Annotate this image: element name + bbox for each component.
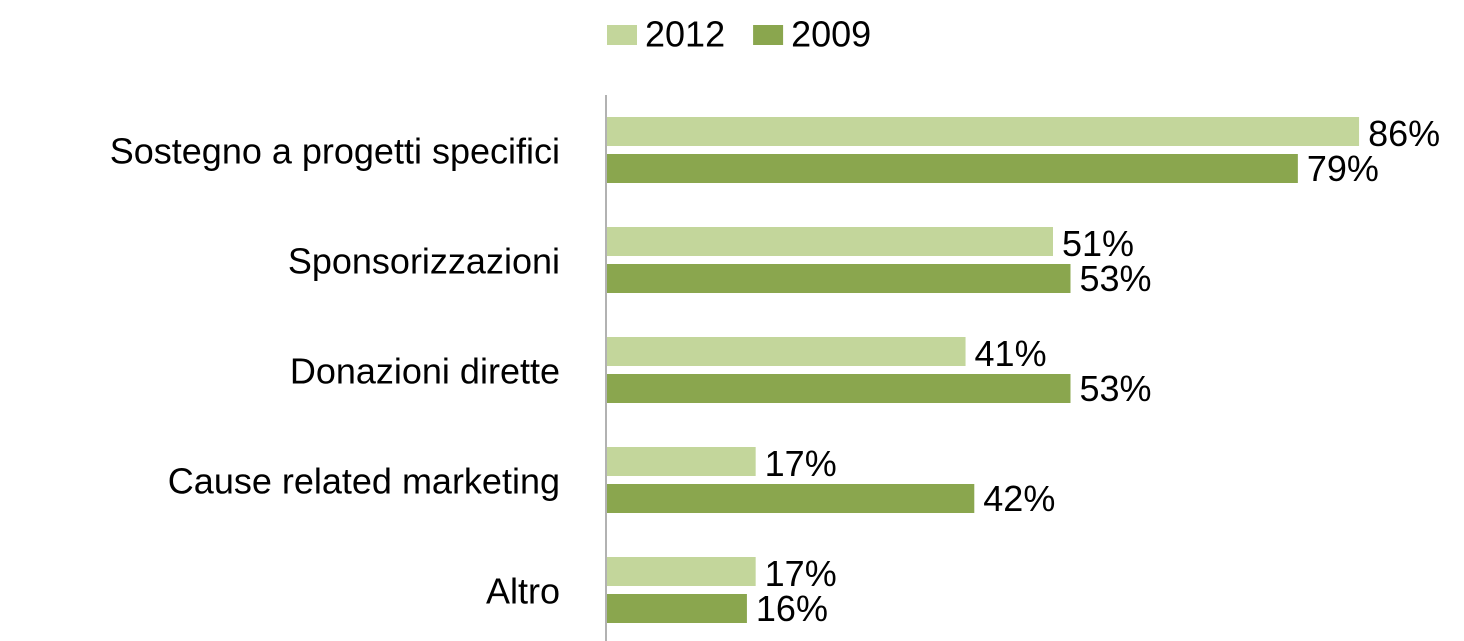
value-label: 16% (756, 588, 828, 629)
value-label: 51% (1062, 223, 1134, 264)
category-label: Sostegno a progetti specifici (110, 131, 560, 172)
value-label: 53% (1079, 368, 1151, 409)
category-label: Sponsorizzazioni (288, 241, 560, 282)
value-label: 17% (765, 443, 837, 484)
legend-swatch (607, 25, 637, 45)
category-label: Donazioni dirette (290, 351, 560, 392)
bar (607, 594, 747, 623)
value-label: 42% (983, 478, 1055, 519)
value-label: 17% (765, 553, 837, 594)
category-label: Altro (486, 571, 560, 612)
value-label: 53% (1079, 258, 1151, 299)
value-label: 79% (1307, 148, 1379, 189)
bar (607, 227, 1053, 256)
legend-label: 2012 (645, 14, 725, 55)
value-label: 41% (975, 333, 1047, 374)
bar (607, 484, 975, 513)
category-label: Cause related marketing (168, 461, 560, 502)
bar (607, 264, 1071, 293)
bar (607, 557, 756, 586)
value-label: 86% (1368, 113, 1440, 154)
legend-swatch (753, 25, 784, 45)
legend-label: 2009 (791, 14, 871, 55)
bar (607, 117, 1360, 146)
bar (607, 374, 1071, 403)
bar (607, 154, 1298, 183)
bar (607, 447, 756, 476)
bar (607, 337, 966, 366)
